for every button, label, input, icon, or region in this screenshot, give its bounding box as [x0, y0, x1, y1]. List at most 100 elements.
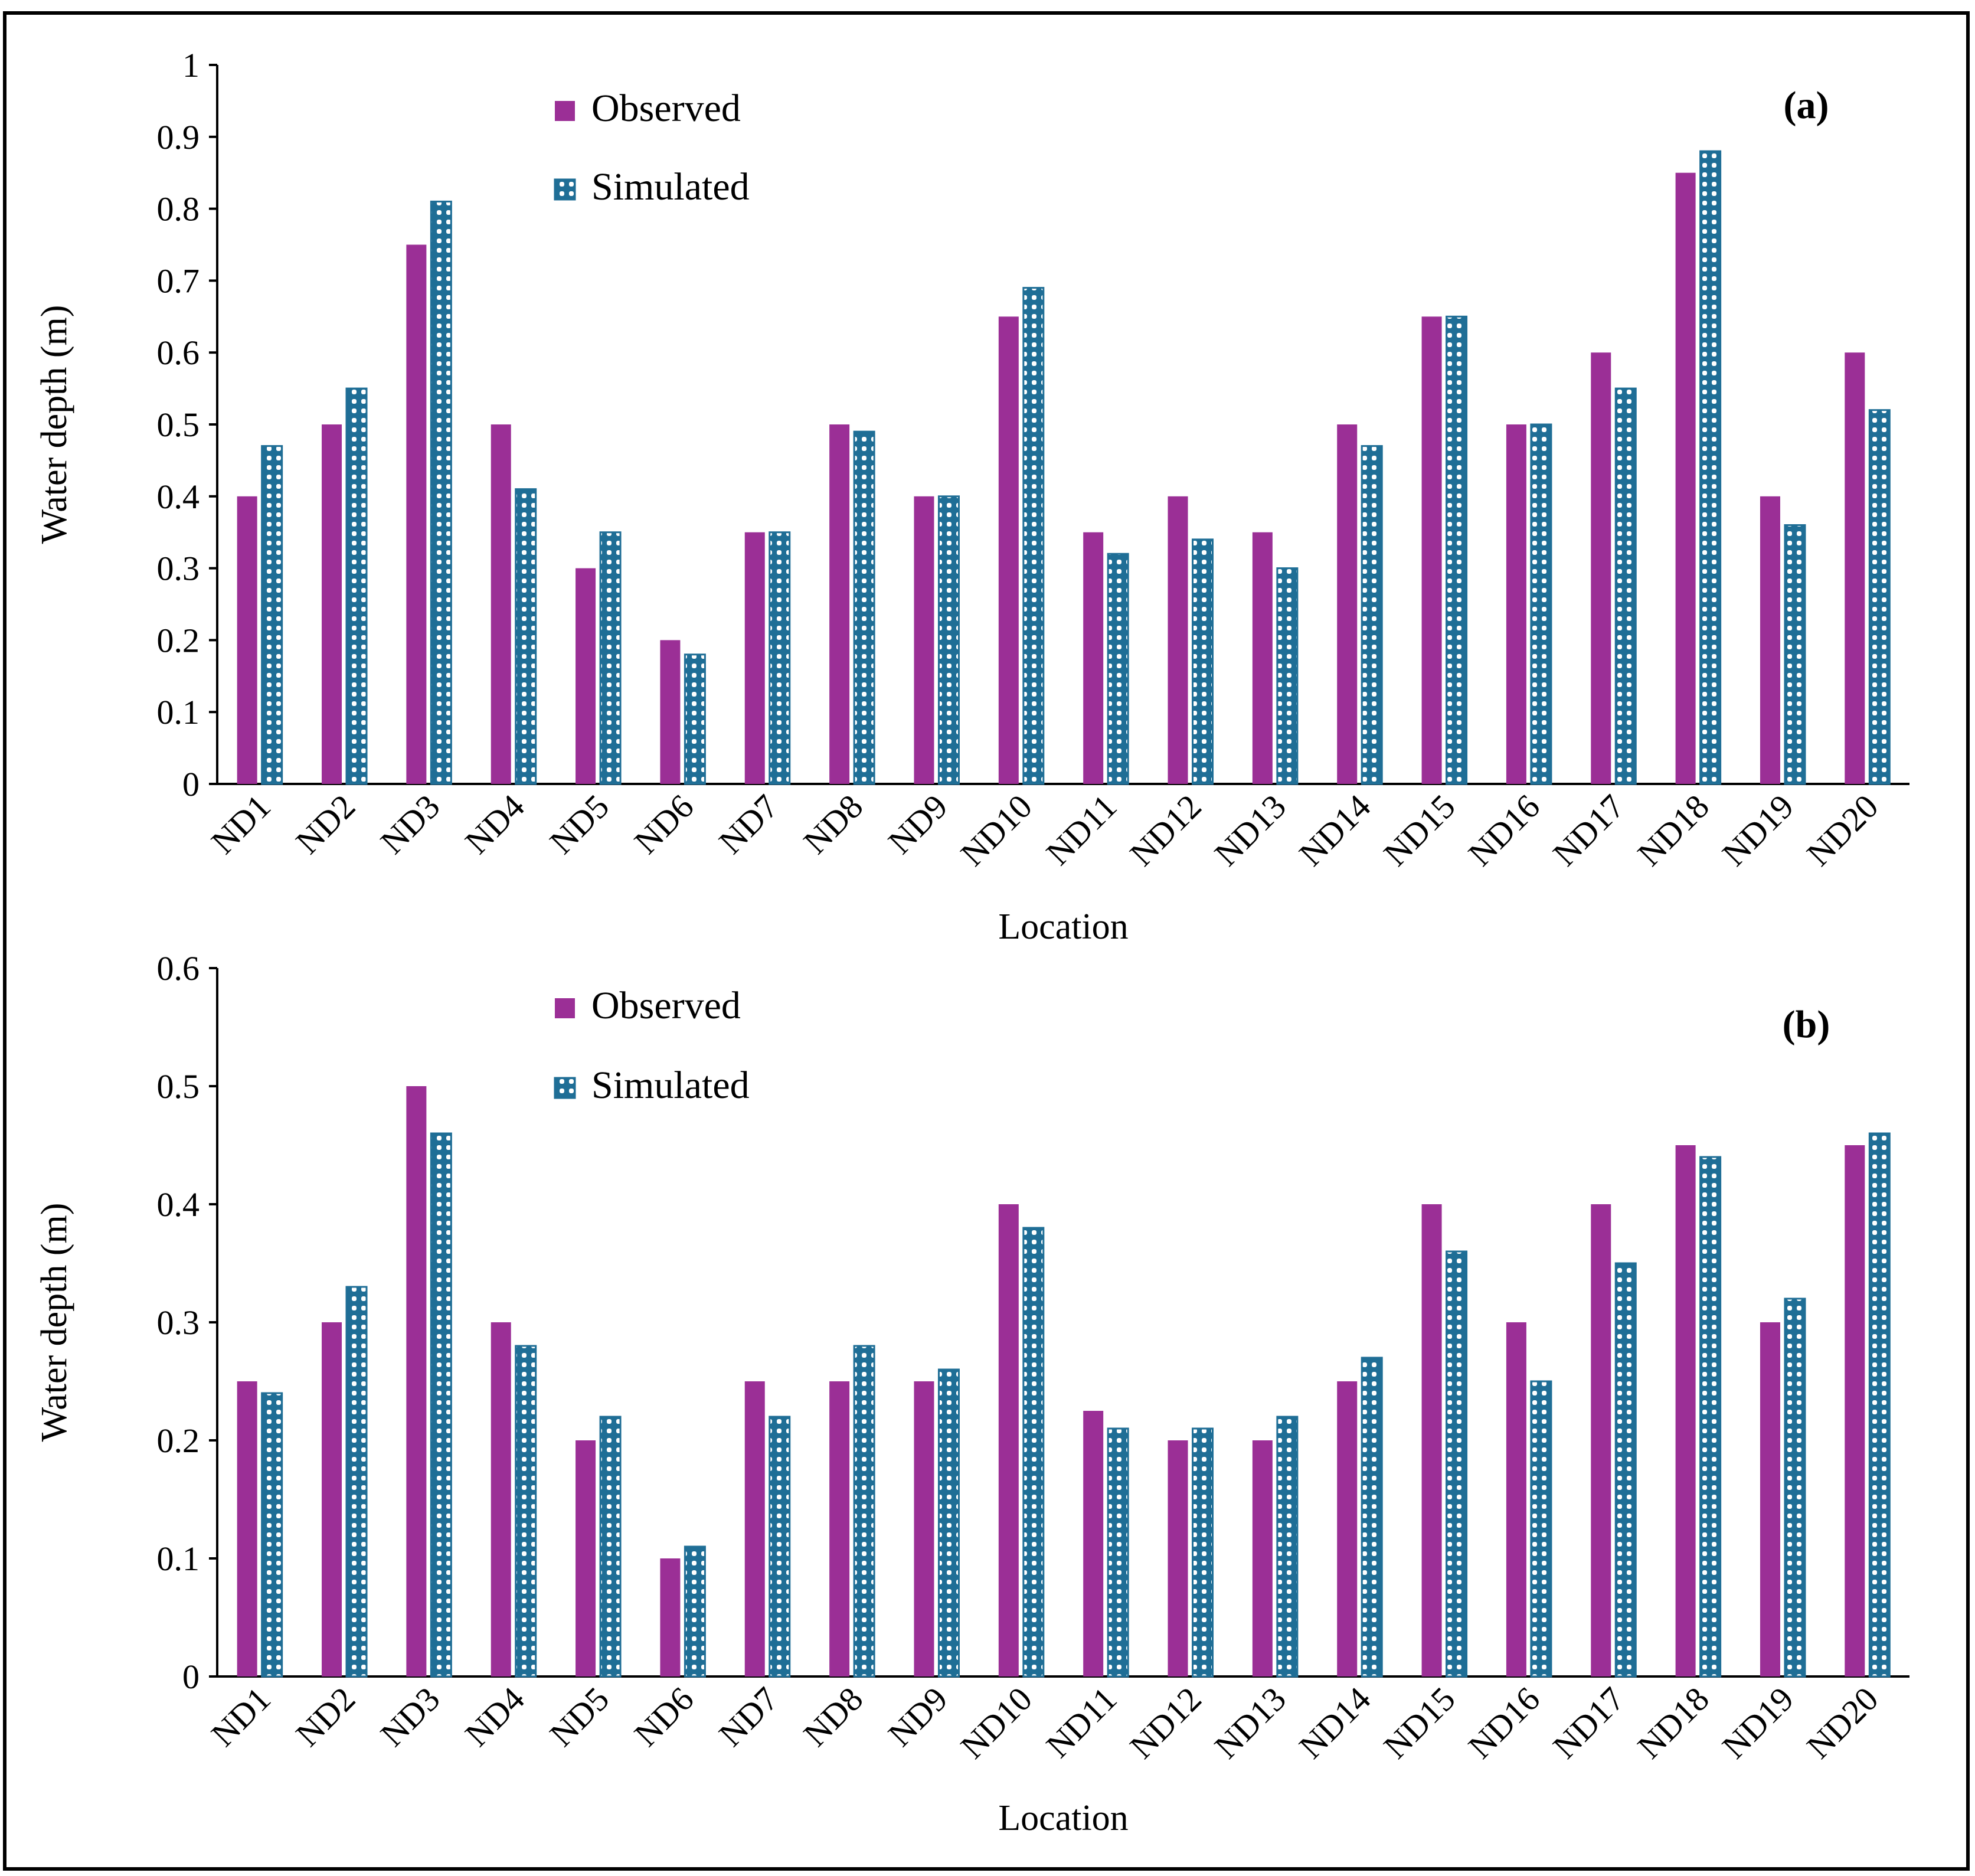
- panel-b: 0 0.1 0.2 0.3 0.4 0.5 0.6 ND1 ND2 ND3 ND4 ND5 ND6 ND7…: [34, 949, 1909, 1838]
- legend-label-observed-b: Observed: [591, 984, 741, 1027]
- bar-observed-b: [576, 1440, 596, 1676]
- x-tick-label-b: ND12: [1123, 1679, 1209, 1766]
- y-tick-label-b: 0.1: [157, 1540, 200, 1578]
- bar-observed-a: [1421, 316, 1442, 784]
- legend-swatch-simulated-b: [554, 1077, 576, 1099]
- x-tick-label-b: ND9: [881, 1679, 955, 1754]
- y-tick-label-a: 0: [182, 765, 200, 803]
- bar-observed-a: [406, 244, 427, 784]
- y-tick-label-b: 0.4: [157, 1185, 200, 1224]
- bar-observed-b: [744, 1381, 765, 1676]
- bar-simulated-a: [1868, 409, 1891, 785]
- bar-simulated-b: [1361, 1357, 1383, 1678]
- bar-simulated-a: [1192, 538, 1214, 785]
- legend-label-observed-a: Observed: [591, 87, 741, 130]
- bar-simulated-a: [599, 531, 622, 785]
- x-tick-label-a: ND11: [1039, 787, 1124, 872]
- x-tick-label-a: ND7: [711, 787, 786, 861]
- x-tick-label-a: ND20: [1799, 787, 1885, 873]
- bar-observed-a: [1083, 532, 1104, 784]
- bar-simulated-b: [1192, 1427, 1214, 1678]
- bar-simulated-b: [1446, 1250, 1468, 1678]
- bar-simulated-b: [937, 1368, 960, 1678]
- y-tick-label-b: 0.3: [157, 1303, 200, 1342]
- bar-simulated-b: [1699, 1156, 1722, 1678]
- bar-observed-b: [491, 1322, 511, 1676]
- bar-observed-a: [1591, 352, 1611, 784]
- bar-observed-a: [998, 316, 1019, 784]
- bar-simulated-a: [853, 430, 875, 785]
- bar-observed-a: [576, 568, 596, 784]
- bar-simulated-b: [515, 1345, 537, 1678]
- bar-observed-a: [1168, 496, 1188, 784]
- x-tick-label-b: ND4: [457, 1679, 532, 1754]
- bar-observed-a: [1675, 172, 1696, 785]
- x-tick-label-a: ND2: [289, 787, 363, 861]
- bar-observed-a: [744, 532, 765, 784]
- x-tick-label-b: ND18: [1630, 1679, 1716, 1766]
- bar-simulated-b: [1107, 1427, 1129, 1678]
- bar-observed-b: [1083, 1411, 1104, 1676]
- x-tick-label-b: ND1: [204, 1679, 278, 1754]
- bar-simulated-a: [1530, 423, 1552, 785]
- legend-swatch-simulated-a: [554, 178, 576, 201]
- bar-simulated-b: [1276, 1416, 1299, 1678]
- legend-label-simulated-b: Simulated: [591, 1064, 750, 1107]
- bar-observed-a: [1337, 424, 1358, 784]
- bar-observed-b: [237, 1381, 257, 1676]
- y-tick-label-a: 0.6: [157, 334, 200, 372]
- x-tick-label-a: ND1: [204, 787, 278, 861]
- x-tick-label-b: ND16: [1461, 1679, 1547, 1766]
- x-tick-label-a: ND3: [373, 787, 447, 861]
- bar-observed-b: [1252, 1440, 1273, 1676]
- x-tick-label-a: ND9: [881, 787, 955, 861]
- y-axis-title-b: Water depth (m): [34, 1203, 74, 1442]
- bar-observed-b: [1168, 1440, 1188, 1676]
- x-tick-label-a: ND13: [1207, 787, 1293, 873]
- bar-simulated-b: [1530, 1380, 1552, 1678]
- x-tick-label-b: ND7: [711, 1679, 786, 1754]
- x-tick-label-b: ND13: [1207, 1679, 1293, 1766]
- y-tick-label-a: 0.3: [157, 550, 200, 588]
- bar-observed-b: [406, 1086, 427, 1676]
- x-tick-label-a: ND15: [1376, 787, 1463, 873]
- y-tick-label-b: 0.2: [157, 1421, 200, 1460]
- bar-observed-b: [1421, 1204, 1442, 1676]
- bar-observed-b: [660, 1558, 681, 1676]
- x-tick-label-b: ND15: [1376, 1679, 1463, 1766]
- x-tick-label-a: ND18: [1630, 787, 1716, 873]
- bar-observed-b: [1506, 1322, 1526, 1676]
- bar-observed-a: [829, 424, 850, 784]
- bar-observed-a: [322, 424, 342, 784]
- bar-simulated-b: [853, 1345, 875, 1678]
- bar-simulated-a: [515, 488, 537, 785]
- bar-simulated-a: [1361, 445, 1383, 785]
- bar-simulated-a: [1784, 524, 1806, 785]
- x-tick-label-b: ND8: [796, 1679, 871, 1754]
- x-axis-title-b: Location: [998, 1798, 1128, 1838]
- x-tick-label-b: ND17: [1545, 1679, 1631, 1766]
- bar-observed-a: [1845, 352, 1865, 784]
- legend-label-simulated-a: Simulated: [591, 165, 750, 208]
- bar-simulated-b: [684, 1545, 706, 1678]
- y-tick-label-b: 0.6: [157, 949, 200, 988]
- bar-observed-b: [1845, 1145, 1865, 1676]
- bar-simulated-a: [684, 653, 706, 785]
- bar-observed-b: [914, 1381, 934, 1676]
- bar-observed-a: [491, 424, 511, 784]
- x-tick-label-b: ND11: [1039, 1679, 1124, 1765]
- bar-simulated-b: [430, 1132, 452, 1678]
- bar-simulated-b: [261, 1392, 283, 1678]
- bar-observed-b: [829, 1381, 850, 1676]
- x-tick-label-b: ND5: [542, 1679, 617, 1754]
- bar-simulated-a: [769, 531, 791, 785]
- x-tick-label-a: ND19: [1715, 787, 1801, 873]
- x-tick-label-b: ND10: [953, 1679, 1039, 1766]
- bar-simulated-a: [1107, 553, 1129, 785]
- bar-observed-b: [1760, 1322, 1780, 1676]
- x-axis-title-a: Location: [998, 907, 1128, 947]
- x-tick-label-a: ND4: [457, 787, 532, 861]
- bar-observed-a: [237, 496, 257, 784]
- bar-simulated-a: [261, 445, 283, 785]
- bar-simulated-a: [1614, 387, 1637, 785]
